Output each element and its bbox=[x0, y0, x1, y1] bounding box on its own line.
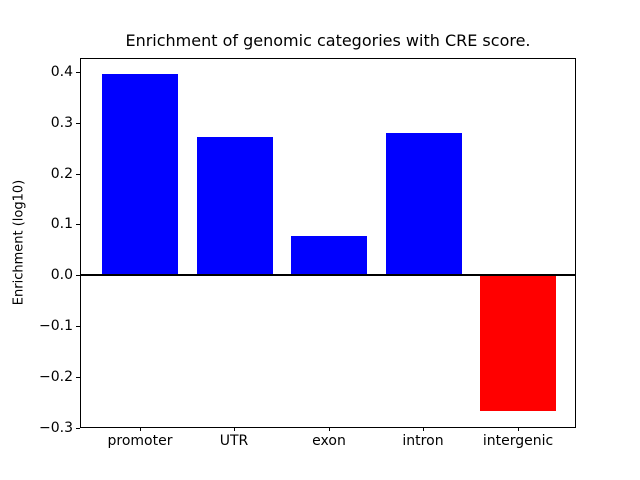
bar-promoter bbox=[102, 74, 178, 275]
zero-line bbox=[80, 274, 576, 276]
x-tick-label-UTR: UTR bbox=[219, 433, 249, 449]
x-tick-label-intron: intron bbox=[402, 433, 444, 449]
x-tick-mark bbox=[329, 427, 330, 431]
x-tick-mark bbox=[518, 427, 519, 431]
y-tick-mark bbox=[76, 275, 80, 276]
y-tick-mark bbox=[76, 224, 80, 225]
x-tick-label-intergenic: intergenic bbox=[482, 433, 554, 449]
y-tick-label: 0.4 bbox=[50, 64, 73, 80]
y-tick-mark bbox=[76, 72, 80, 73]
bar-intron bbox=[386, 133, 462, 275]
x-tick-mark bbox=[140, 427, 141, 431]
y-tick-label: 0.2 bbox=[50, 166, 73, 182]
y-axis-label: Enrichment (log10) bbox=[11, 179, 27, 306]
y-tick-mark bbox=[76, 326, 80, 327]
y-tick-label: 0.3 bbox=[50, 115, 73, 131]
y-tick-mark bbox=[76, 174, 80, 175]
x-tick-mark bbox=[423, 427, 424, 431]
chart-title: Enrichment of genomic categories with CR… bbox=[125, 31, 531, 50]
y-tick-mark bbox=[76, 123, 80, 124]
x-tick-label-promoter: promoter bbox=[107, 433, 173, 449]
y-tick-label: −0.1 bbox=[39, 318, 73, 334]
plot-area bbox=[80, 58, 576, 428]
y-tick-mark bbox=[76, 428, 80, 429]
bar-exon bbox=[291, 236, 367, 276]
y-tick-mark bbox=[76, 377, 80, 378]
bar-UTR bbox=[197, 137, 273, 275]
x-tick-label-exon: exon bbox=[312, 433, 346, 449]
y-tick-label: −0.2 bbox=[39, 369, 73, 385]
y-tick-label: 0.1 bbox=[50, 216, 73, 232]
x-tick-mark bbox=[234, 427, 235, 431]
y-tick-label: 0.0 bbox=[50, 267, 73, 283]
y-tick-label: −0.3 bbox=[39, 420, 73, 436]
bar-intergenic bbox=[480, 275, 556, 411]
